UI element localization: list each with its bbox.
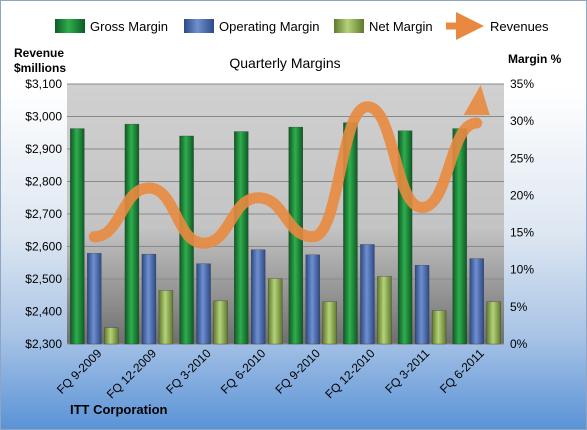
right-axis-tick-label: 15% [510, 226, 534, 240]
bar-operating-margin [414, 265, 430, 345]
right-axis-tick-label: 35% [510, 77, 534, 91]
revenue-line-series [88, 85, 490, 249]
bar-operating-margin [196, 263, 211, 345]
bar-gross-margin [70, 128, 85, 345]
bar-net-margin [377, 276, 392, 345]
left-axis-tick-label: $2,300 [25, 337, 62, 351]
bar-net-margin [322, 301, 337, 345]
revenue-arrowhead [463, 85, 490, 115]
bar-operating-margin [87, 253, 102, 345]
legend-label-gross-margin: Gross Margin [90, 19, 168, 34]
bar-operating-margin [469, 258, 484, 345]
right-axis-tick-label: 20% [510, 188, 534, 202]
bar-gross-margin [124, 123, 140, 345]
bar-series [70, 122, 501, 345]
bar-operating-margin [305, 254, 320, 345]
legend-swatch-net-margin [334, 19, 364, 33]
legend-swatch-gross-margin [55, 19, 85, 33]
left-axis-tick-label: $2,700 [25, 207, 62, 221]
left-axis-ticks: $2,300 $2,400 $2,500 $2,600 $2,700 $2,800 $2,9… [25, 77, 62, 351]
right-axis-tick-label: 30% [510, 114, 534, 128]
category-label: FQ 12-2010 [322, 346, 377, 401]
bar-net-margin [268, 278, 283, 345]
left-axis-tick-label: $3,000 [25, 110, 62, 124]
category-label: FQ 3-2010 [163, 346, 214, 397]
legend-label-revenues: Revenues [490, 19, 549, 34]
bar-net-margin [158, 290, 174, 345]
bar-net-margin [104, 327, 119, 345]
right-axis-tick-label: 0% [510, 337, 528, 351]
category-label: FQ 6-2011 [437, 346, 487, 396]
bar-operating-margin [251, 249, 266, 345]
legend-swatch-operating-margin [184, 19, 214, 33]
bar-gross-margin [234, 131, 249, 345]
bar-net-margin [431, 310, 447, 345]
chart-title: Quarterly Margins [229, 55, 340, 71]
left-axis-label-line2: $millions [14, 61, 66, 75]
footer-company-name: ITT Corporation [70, 402, 168, 417]
legend-label-operating-margin: Operating Margin [219, 19, 319, 34]
legend: Gross Margin Operating Margin Net Margin… [55, 12, 549, 40]
left-axis-tick-label: $2,400 [25, 305, 62, 319]
category-label: FQ 9-2010 [272, 346, 323, 397]
right-axis-ticks: 0% 5% 10% 15% 20% 25% 30% 35% [510, 77, 534, 351]
left-axis-tick-label: $3,100 [25, 77, 62, 91]
revenue-line [88, 101, 483, 249]
category-label: FQ 6-2010 [218, 346, 269, 397]
left-axis-tick-label: $2,900 [25, 142, 62, 156]
bar-net-margin [486, 301, 501, 345]
left-axis-tick-label: $2,600 [25, 240, 62, 254]
bar-net-margin [213, 300, 228, 345]
category-label: FQ 12-2009 [104, 346, 159, 401]
legend-label-net-margin: Net Margin [369, 19, 433, 34]
right-axis-tick-label: 10% [510, 263, 534, 277]
left-axis-tick-label: $2,800 [25, 175, 62, 189]
bar-operating-margin [360, 244, 375, 345]
right-axis-tick-label: 25% [510, 151, 534, 165]
category-label: FQ 3-2011 [382, 346, 432, 396]
left-axis-label-line1: Revenue [14, 46, 64, 60]
bar-operating-margin [141, 253, 157, 345]
category-labels: FQ 9-2009 FQ 12-2009 FQ 3-2010 FQ 6-2010 FQ … [54, 346, 487, 401]
left-axis-tick-label: $2,500 [25, 272, 62, 286]
right-axis-label: Margin % [508, 52, 562, 66]
category-label: FQ 9-2009 [54, 346, 105, 397]
right-axis-tick-label: 5% [510, 300, 528, 314]
